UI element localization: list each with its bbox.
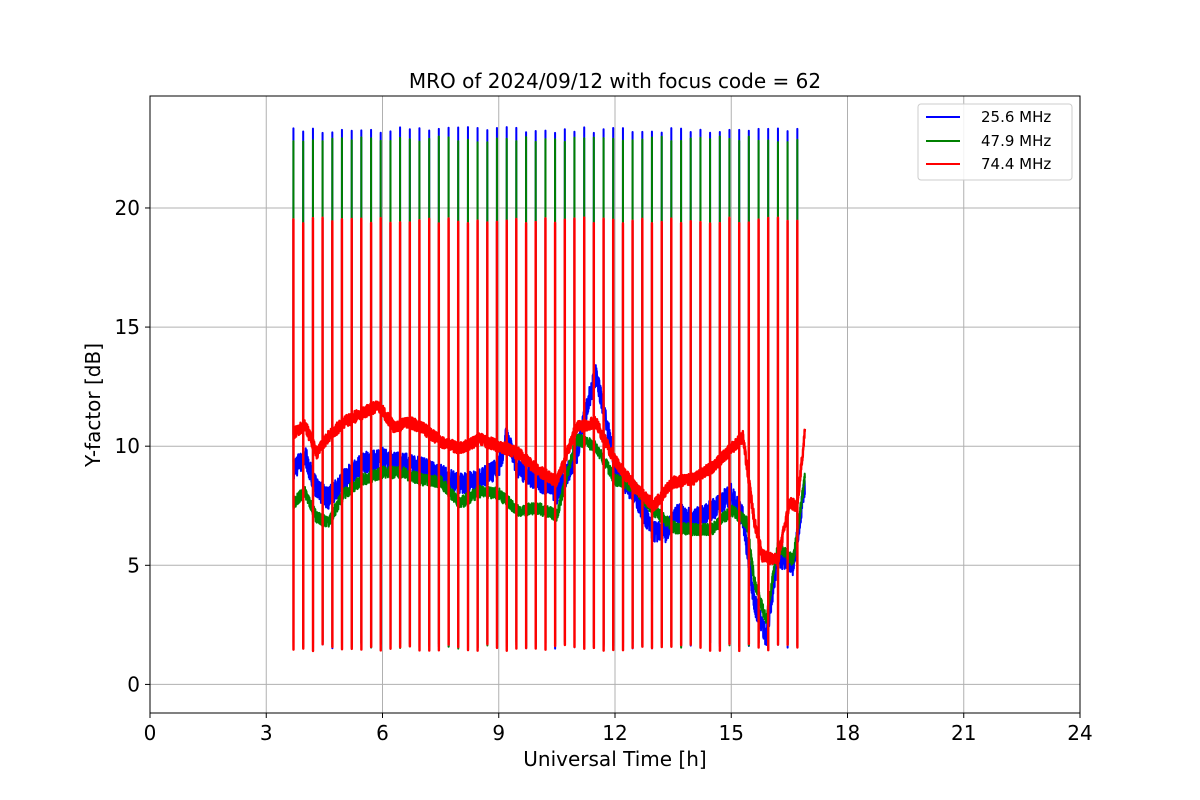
series-layer xyxy=(292,126,807,653)
tick-layer: 0 3 6 9 12 15 18 21 24 0 5 10 15 20 xyxy=(115,196,1093,745)
y-tick-label: 5 xyxy=(127,553,140,577)
grid-layer xyxy=(149,96,1081,713)
x-tick-label: 9 xyxy=(492,721,505,745)
y-tick-label: 20 xyxy=(115,196,140,220)
x-tick-label: 15 xyxy=(719,721,744,745)
legend-label-74-4: 74.4 MHz xyxy=(981,155,1051,173)
y-axis-label: Y-factor [dB] xyxy=(81,343,105,468)
legend-label-47-9: 47.9 MHz xyxy=(981,132,1051,150)
y-tick-label: 15 xyxy=(115,315,140,339)
x-tick-label: 21 xyxy=(951,721,976,745)
series-line-74-4-mhz xyxy=(292,216,807,653)
chart-title: MRO of 2024/09/12 with focus code = 62 xyxy=(409,69,821,93)
x-tick-label: 12 xyxy=(602,721,627,745)
legend-box xyxy=(917,103,1073,181)
legend-label-25-6: 25.6 MHz xyxy=(981,108,1051,126)
x-tick-label: 24 xyxy=(1067,721,1092,745)
x-tick-label: 18 xyxy=(835,721,860,745)
x-tick-label: 3 xyxy=(260,721,273,745)
legend: 25.6 MHz 47.9 MHz 74.4 MHz xyxy=(917,103,1073,181)
x-tick-label: 0 xyxy=(144,721,157,745)
x-axis-label: Universal Time [h] xyxy=(523,747,706,771)
x-tick-label: 6 xyxy=(376,721,389,745)
y-tick-label: 0 xyxy=(127,672,140,696)
y-tick-label: 10 xyxy=(115,434,140,458)
